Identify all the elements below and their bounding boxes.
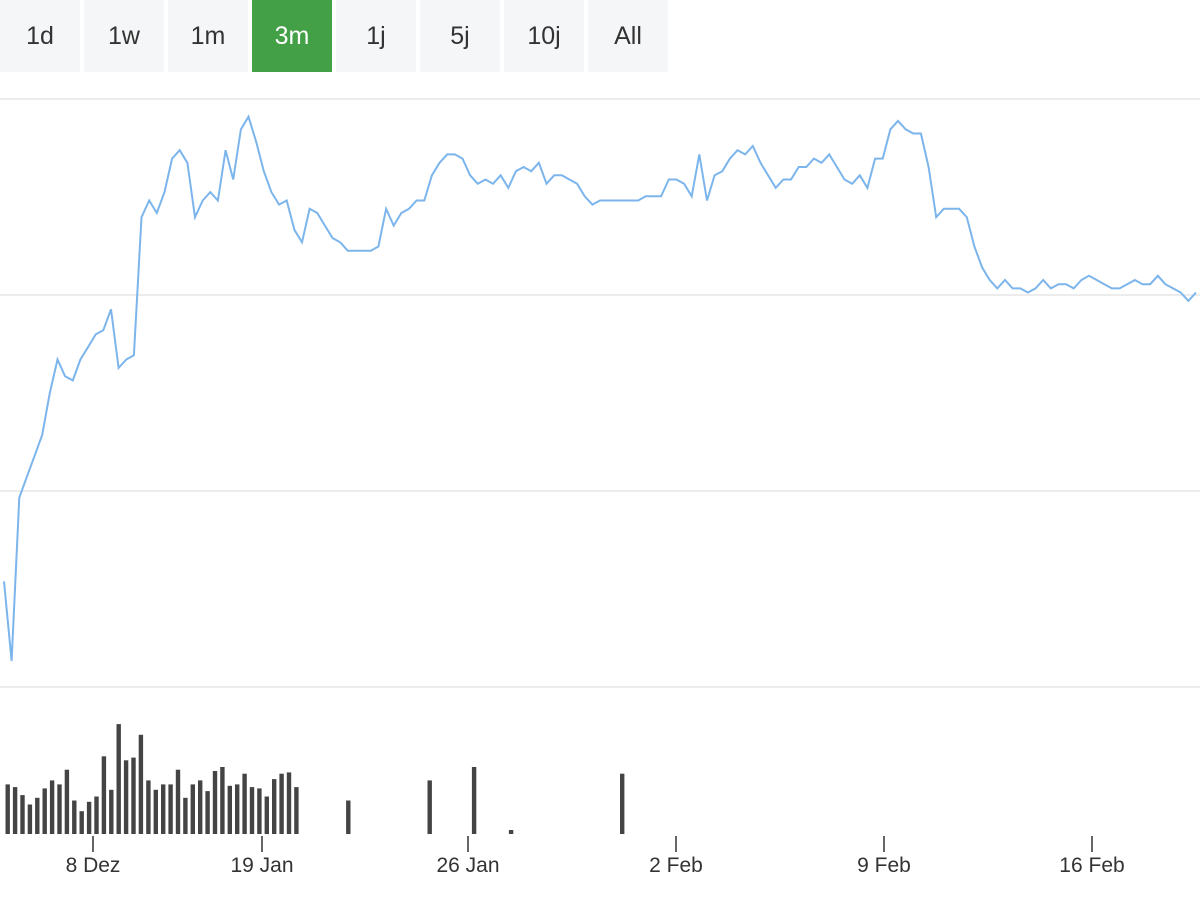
volume-bar [235, 784, 240, 834]
volume-bar [138, 734, 144, 834]
volume-bar [249, 787, 255, 834]
gridlines [0, 98, 1200, 688]
x-tick-label: 26 Jan [436, 854, 499, 877]
volume-bar [175, 769, 181, 834]
volume-bar [205, 791, 210, 834]
volume-bar [131, 757, 136, 834]
range-button-1m[interactable]: 1m [168, 0, 248, 72]
volume-bar [86, 801, 92, 834]
range-button-3m[interactable]: 3m [252, 0, 332, 72]
volume-bar [294, 787, 299, 834]
volume-bar [123, 760, 129, 834]
range-button-5j[interactable]: 5j [420, 0, 500, 72]
volume-bar [272, 779, 277, 834]
volume-bar [168, 784, 173, 834]
x-axis: 8 Dez 19 Jan 26 Jan 2 Feb 9 Feb 16 Feb [66, 836, 1125, 877]
volume-bar [57, 784, 62, 834]
volume-bar [116, 724, 121, 834]
volume-bar [146, 780, 151, 834]
x-tick-label: 16 Feb [1059, 854, 1124, 877]
volume-bar [27, 804, 33, 834]
volume-bar [471, 767, 477, 834]
volume-bar [198, 780, 203, 834]
volume-bar [12, 787, 18, 834]
volume-bar [183, 797, 188, 834]
range-button-1w[interactable]: 1w [84, 0, 164, 72]
volume-bar [508, 830, 514, 834]
x-tick-label: 19 Jan [230, 854, 293, 877]
volume-bar [346, 800, 351, 834]
volume-bar [220, 767, 225, 834]
range-button-10j[interactable]: 10j [504, 0, 584, 72]
volume-bar [109, 789, 114, 834]
volume-bar [72, 800, 77, 834]
range-selector: 1d 1w 1m 3m 1j 5j 10j All [0, 0, 668, 72]
range-button-1d[interactable]: 1d [0, 0, 80, 72]
range-button-all[interactable]: All [588, 0, 668, 72]
volume-bar [286, 772, 292, 834]
x-tick-label: 8 Dez [66, 854, 121, 877]
volume-bar [79, 811, 84, 834]
volume-bar [190, 784, 195, 834]
volume-bar [64, 769, 70, 834]
volume-bar [264, 796, 269, 834]
volume-bar [101, 756, 107, 834]
volume-bar [35, 797, 40, 834]
volume-bar [20, 795, 25, 834]
range-button-1j[interactable]: 1j [336, 0, 416, 72]
volume-bar [42, 788, 47, 834]
volume-bars [5, 724, 625, 834]
volume-bar [94, 796, 99, 834]
x-tick-label: 9 Feb [857, 854, 911, 877]
volume-bar [212, 771, 218, 834]
volume-bar [257, 788, 262, 834]
volume-bar [153, 789, 158, 834]
x-tick-label: 2 Feb [649, 854, 703, 877]
volume-bar [242, 773, 247, 834]
volume-bar [620, 773, 625, 834]
volume-bar [227, 785, 232, 834]
volume-bar [49, 780, 55, 834]
price-line [3, 114, 1197, 661]
volume-bar [279, 773, 284, 834]
volume-bar [427, 780, 432, 834]
volume-bar [161, 784, 166, 834]
volume-bar [5, 784, 10, 834]
